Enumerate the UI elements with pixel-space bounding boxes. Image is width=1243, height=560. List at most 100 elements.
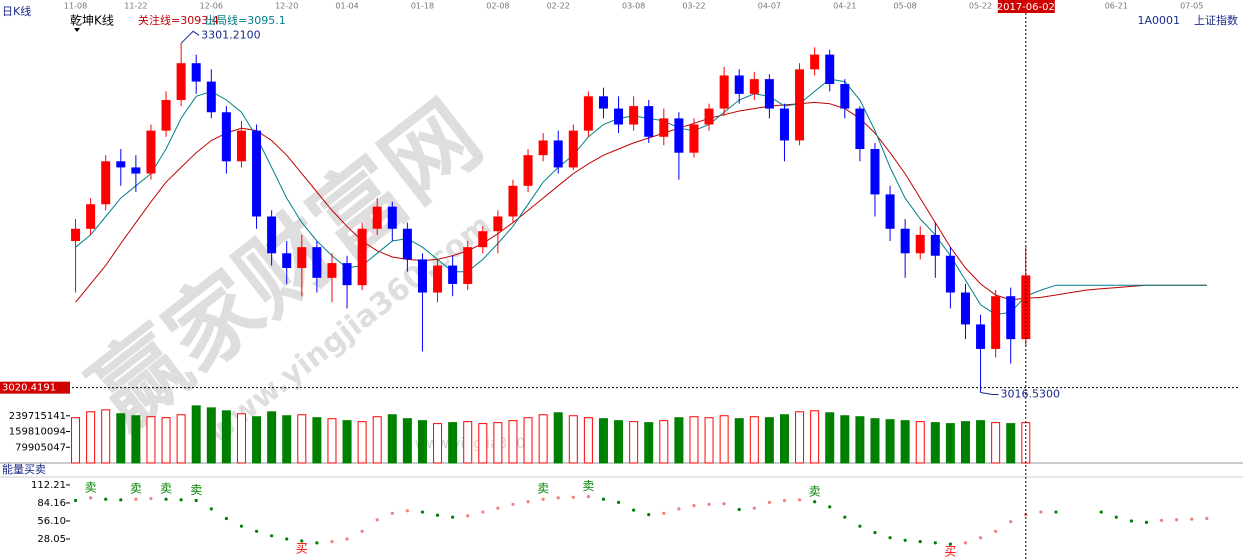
annotation-label: 3016.5300 <box>1001 387 1061 400</box>
energy-point <box>994 529 998 533</box>
energy-point <box>948 542 952 546</box>
volume-bar <box>598 418 608 464</box>
candle-body <box>297 247 307 268</box>
volume-bar <box>327 418 337 464</box>
energy-point <box>254 529 259 533</box>
volume-bar <box>870 418 880 464</box>
candle-body <box>523 155 533 186</box>
dropdown-icon[interactable] <box>74 28 80 32</box>
volume-bar <box>86 411 96 464</box>
volume-bar <box>553 412 563 464</box>
energy-point <box>511 502 515 506</box>
candle-body <box>71 228 81 242</box>
candle-body <box>704 108 714 125</box>
energy-point <box>360 529 364 533</box>
energy-point <box>496 506 500 510</box>
candle-body <box>342 263 352 286</box>
signal-label: 卖 <box>809 484 821 498</box>
symbol-name: 上证指数 <box>1194 13 1238 27</box>
volume-bar <box>945 423 955 464</box>
chart-subtitle: 乾坤K线 <box>70 13 114 28</box>
candle-body <box>116 161 126 168</box>
candle-body <box>161 99 171 131</box>
energy-point <box>1054 510 1058 514</box>
energy-point <box>1099 510 1103 514</box>
volume-bar <box>629 421 639 464</box>
candle-body <box>1006 296 1016 340</box>
candle-body <box>598 96 608 109</box>
energy-point <box>526 500 530 504</box>
volume-bar <box>252 416 262 464</box>
candle-body <box>568 130 578 168</box>
candle-body <box>870 149 880 195</box>
candle-body <box>976 324 986 349</box>
cursor-price-box <box>0 381 70 394</box>
chart-title: 日K线 <box>2 4 31 18</box>
volume-bar <box>734 418 744 464</box>
candle-body <box>825 54 835 85</box>
candle-body <box>674 118 684 153</box>
x-tick-label: 11-08 <box>64 2 87 11</box>
energy-point <box>435 513 440 517</box>
energy-point <box>556 496 560 500</box>
volume-bar <box>372 416 382 464</box>
volume-tick-label: 159810094 <box>9 427 66 438</box>
signal-label: 买 <box>296 541 308 555</box>
energy-point <box>692 504 696 508</box>
volume-bar <box>538 414 548 464</box>
candle-body <box>493 216 503 232</box>
energy-point <box>933 541 937 545</box>
volume-tick-label: 239715141 <box>9 411 66 422</box>
energy-point <box>1114 515 1118 519</box>
energy-point <box>119 498 123 502</box>
energy-point <box>345 537 349 541</box>
energy-point <box>632 508 636 512</box>
energy-point <box>903 538 907 542</box>
candle-body <box>855 108 865 150</box>
energy-point <box>1039 510 1043 514</box>
x-tick-label: 03-08 <box>622 2 645 11</box>
candle-body <box>749 79 759 94</box>
energy-point <box>375 518 379 522</box>
volume-bar <box>674 417 684 464</box>
volume-bar <box>795 411 805 464</box>
volume-bar <box>840 415 850 464</box>
candle-body <box>327 263 337 278</box>
energy-point <box>1159 518 1164 522</box>
candle-body <box>402 228 412 260</box>
volume-bar <box>885 419 895 464</box>
candle-body <box>387 206 397 229</box>
energy-point <box>1190 517 1194 521</box>
ma-line <box>75 101 1207 303</box>
energy-point <box>330 539 334 544</box>
candle-body <box>840 84 850 109</box>
energy-tick-label: 28.05 <box>37 534 66 545</box>
energy-point <box>797 498 802 502</box>
annotation-leader <box>980 391 999 395</box>
candle-body <box>206 81 216 113</box>
volume-bar <box>749 416 759 464</box>
volume-bar <box>644 422 654 464</box>
energy-point <box>752 506 756 510</box>
x-tick-label: 02-08 <box>486 2 509 11</box>
signal-label: 买 <box>944 545 956 559</box>
volume-bar <box>719 415 729 464</box>
energy-point <box>963 541 968 545</box>
energy-point <box>888 536 892 540</box>
energy-point <box>616 500 621 505</box>
volume-bar <box>131 415 141 464</box>
volume-bar <box>146 416 156 464</box>
x-tick-label: 03-22 <box>682 2 705 11</box>
x-tick-label: 05-08 <box>894 2 917 11</box>
candle-body <box>764 79 774 109</box>
cursor-price: 3020.4191 <box>2 383 56 394</box>
volume-bar <box>267 411 277 464</box>
x-tick-label: 12-06 <box>200 2 223 11</box>
volume-bar <box>689 416 699 464</box>
candle-body <box>448 265 458 284</box>
cursor-date: 2017-06-02 <box>997 2 1055 13</box>
energy-point <box>194 498 198 503</box>
energy-point <box>586 495 590 499</box>
energy-point <box>1144 520 1149 524</box>
signal-label: 卖 <box>190 483 202 497</box>
